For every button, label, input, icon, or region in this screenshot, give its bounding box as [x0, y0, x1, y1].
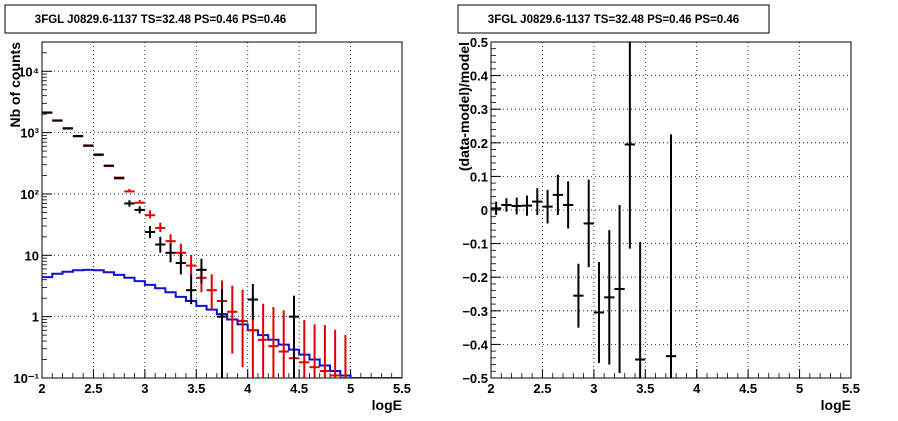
x-tick-label: 4: [693, 381, 701, 396]
x-tick-label: 3.5: [187, 381, 205, 396]
x-axis-label: logE: [821, 397, 851, 413]
series-layer: [42, 111, 402, 378]
series-layer: [491, 42, 677, 378]
chart-title: 3FGL J0829.6-1137 TS=32.48 PS=0.46 PS=0.…: [488, 14, 739, 26]
y-tick-label: 10: [25, 248, 39, 263]
y-tick-label: 10⁴: [18, 64, 39, 79]
x-tick-label: 4.5: [290, 381, 308, 396]
y-tick-label: −0.3: [462, 304, 488, 319]
x-tick-label: 3.5: [636, 381, 654, 396]
x-tick-label: 5.5: [393, 381, 411, 396]
x-tick-label: 4.5: [739, 381, 757, 396]
title-box: [4, 4, 317, 34]
x-tick-label: 5: [347, 381, 354, 396]
y-tick-label: 0: [481, 203, 488, 218]
x-tick-label: 3: [141, 381, 148, 396]
x-tick-label: 2.5: [533, 381, 551, 396]
y-tick-label: 0.3: [470, 102, 488, 117]
background-model-line: [42, 268, 402, 378]
y-tick-label: 0.1: [470, 169, 488, 184]
residual-chart: 3FGL J0829.6-1137 TS=32.48 PS=0.46 PS=0.…: [456, 4, 860, 413]
x-tick-label: 2.5: [84, 381, 102, 396]
y-tick-label: −0.1: [462, 237, 488, 252]
y-tick-label: 10⁻¹: [13, 371, 39, 386]
x-tick-label: 5: [796, 381, 803, 396]
chart-title: 3FGL J0829.6-1137 TS=32.48 PS=0.46 PS=0.…: [35, 14, 286, 26]
y-axis-label: Nb of counts: [7, 42, 23, 128]
x-tick-label: 4: [244, 381, 252, 396]
y-tick-label: −0.5: [462, 371, 488, 386]
title-box: [457, 4, 770, 34]
y-tick-label: −0.2: [462, 270, 488, 285]
x-tick-label: 2: [38, 381, 45, 396]
y-tick-label: −0.4: [462, 337, 488, 352]
y-tick-label: 0.4: [470, 69, 489, 84]
x-tick-label: 5.5: [842, 381, 860, 396]
y-tick-label: 0.5: [470, 35, 488, 50]
y-axis-label: (data-model)/model: [456, 42, 472, 171]
y-tick-label: 0.2: [470, 136, 488, 151]
counts-chart: 3FGL J0829.6-1137 TS=32.48 PS=0.46 PS=0.…: [4, 4, 411, 413]
y-tick-label: 10²: [20, 187, 39, 202]
x-tick-label: 2: [487, 381, 494, 396]
x-tick-label: 3: [590, 381, 597, 396]
y-tick-label: 10³: [20, 126, 39, 141]
y-tick-label: 1: [32, 310, 39, 325]
x-axis-label: logE: [372, 397, 402, 413]
